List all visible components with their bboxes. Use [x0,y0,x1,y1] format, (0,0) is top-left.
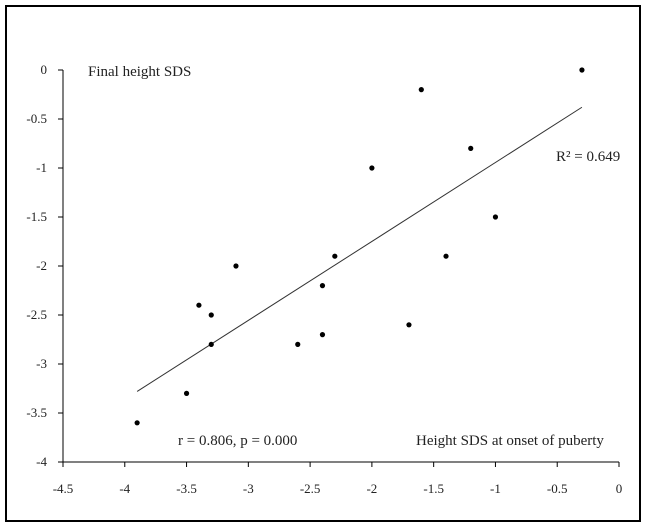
x-tick-label: -0.5 [547,481,568,496]
data-point [468,145,474,151]
data-point [134,420,140,426]
data-point [196,302,202,308]
axes [62,70,619,463]
data-point [418,87,424,93]
data-point [233,263,239,269]
x-tick-label: -2 [366,481,377,496]
y-tick-label: -2.5 [26,307,47,322]
y-tick-label: -4 [36,454,47,469]
x-tick-label: -2.5 [300,481,321,496]
y-tick-label: 0 [41,62,48,77]
x-tick-label: -4 [119,481,130,496]
x-tick-label: -4.5 [53,481,74,496]
x-tick-label: -3 [243,481,254,496]
data-point [319,332,326,338]
correlation-label: r = 0.806, p = 0.000 [178,433,297,449]
data-point [579,67,585,73]
data-points [134,67,585,426]
data-point [319,283,326,289]
trendline [136,106,583,392]
x-tick-label: -1.5 [423,481,444,496]
chart-frame [5,5,641,522]
data-point [332,253,338,259]
y-tick-label: -2 [36,258,47,273]
r-squared-label: R² = 0.649 [556,149,620,165]
y-axis-label: Final height SDS [88,64,191,80]
y-tick-label: -3 [36,356,47,371]
data-point [183,390,190,396]
x-tick-label: -1 [490,481,501,496]
data-point [208,312,214,318]
y-tick-label: -0.5 [26,111,47,126]
y-tick-label: -1.5 [26,209,47,224]
x-tick-label: -3.5 [176,481,197,496]
y-tick-label: -1 [36,160,47,175]
x-tick-label: 0 [616,481,623,496]
y-tick-label: -3.5 [26,405,47,420]
x-ticks: -4.5 -4 -3.5 -3 -2.5 -2 -1.5 -1 -0.5 0 [53,462,623,496]
data-point [406,322,412,328]
y-ticks: 0 -0.5 -1 -1.5 -2 -2.5 -3 -3.5 -4 [26,62,63,469]
x-axis-label: Height SDS at onset of puberty [416,433,604,449]
data-point [369,165,375,171]
data-point [443,253,449,259]
data-point [492,214,499,220]
data-point [208,341,214,347]
data-point [295,341,301,347]
